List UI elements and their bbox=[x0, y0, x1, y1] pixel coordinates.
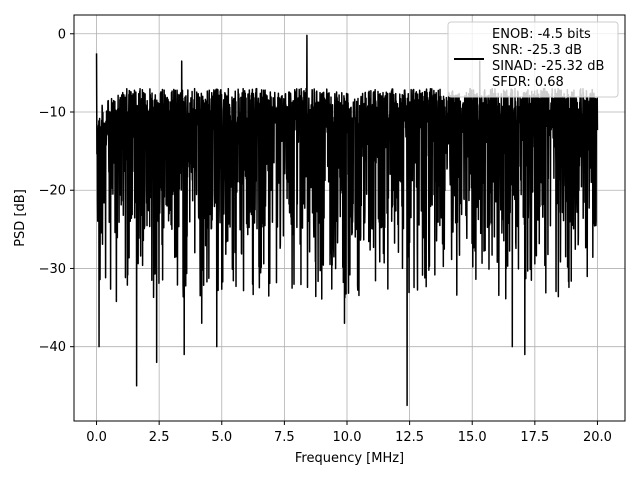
x-tick-label: 12.5 bbox=[395, 430, 424, 445]
x-tick-label: 7.5 bbox=[274, 430, 295, 445]
legend: ENOB: -4.5 bits SNR: -25.3 dB SINAD: -25… bbox=[447, 21, 619, 98]
y-tick-label: 0 bbox=[58, 27, 66, 42]
x-axis-label: Frequency [MHz] bbox=[295, 451, 404, 466]
plot-frame bbox=[73, 14, 626, 422]
series-group bbox=[95, 34, 599, 407]
legend-box bbox=[447, 21, 619, 98]
y-axis-label: PSD [dB] bbox=[13, 189, 28, 247]
x-tick-label: 17.5 bbox=[520, 430, 549, 445]
x-tick-label: 2.5 bbox=[149, 430, 170, 445]
psd-series-line bbox=[95, 34, 599, 407]
legend-entry-snr: SNR: -25.3 dB bbox=[492, 43, 582, 58]
y-tick-label: −30 bbox=[39, 262, 66, 277]
legend-entry-sfdr: SFDR: 0.68 bbox=[492, 75, 564, 90]
legend-entry-sinad: SINAD: -25.32 dB bbox=[492, 59, 604, 74]
y-tick-label: −40 bbox=[39, 340, 66, 355]
y-tick-label: −10 bbox=[39, 106, 66, 121]
y-tick-label: −20 bbox=[39, 184, 66, 199]
x-tick-label: 10.0 bbox=[333, 430, 362, 445]
x-tick-label: 0.0 bbox=[86, 430, 107, 445]
axis-ticks: 0.0 2.5 5.0 7.5 10.0 12.5 15.0 17.5 20.0 0 −10 −20 −… bbox=[39, 27, 612, 445]
x-tick-label: 5.0 bbox=[211, 430, 232, 445]
legend-entry-enob: ENOB: -4.5 bits bbox=[492, 27, 591, 42]
x-tick-label: 15.0 bbox=[458, 430, 487, 445]
x-tick-label: 20.0 bbox=[583, 430, 612, 445]
